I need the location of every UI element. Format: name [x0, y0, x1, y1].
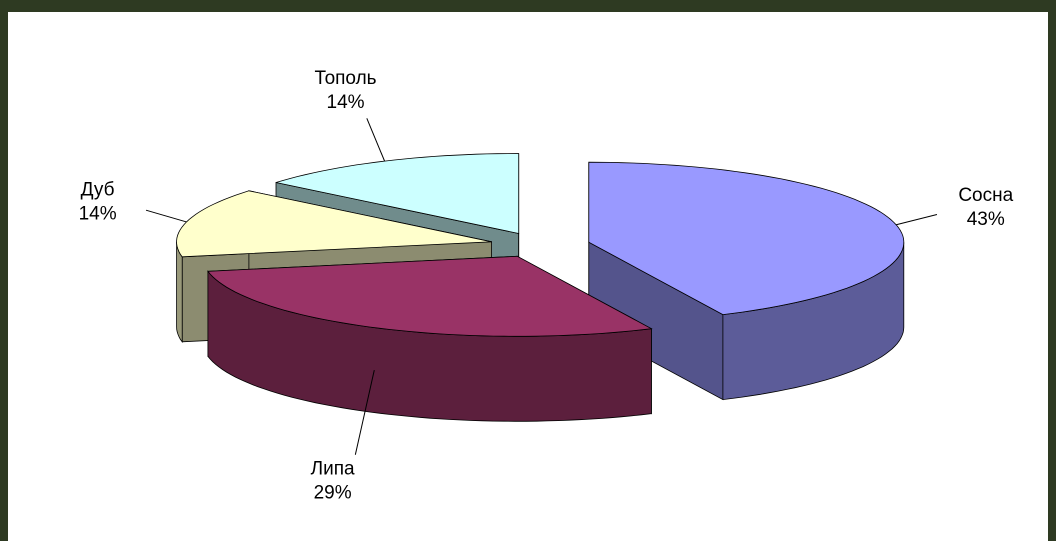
slice-value-label: 14%: [327, 92, 365, 113]
slice-top: [588, 161, 905, 316]
slice-value-label: 29%: [314, 482, 352, 503]
slice: [588, 161, 905, 401]
slice-label: Сосна: [958, 185, 1013, 206]
slice: [207, 255, 653, 422]
leader-line: [896, 213, 938, 226]
leader-line: [366, 118, 386, 162]
slice-value-label: 14%: [79, 204, 117, 225]
slice-label: Дуб: [81, 180, 115, 201]
slice-top: [207, 255, 653, 337]
leader-line: [354, 369, 375, 455]
slice-label: Тополь: [314, 68, 376, 89]
slice-top: [176, 190, 492, 258]
slice-side: [176, 241, 183, 344]
leader-line: [145, 209, 187, 223]
slice-value-label: 43%: [967, 209, 1005, 230]
slice-label: Липа: [311, 458, 355, 479]
